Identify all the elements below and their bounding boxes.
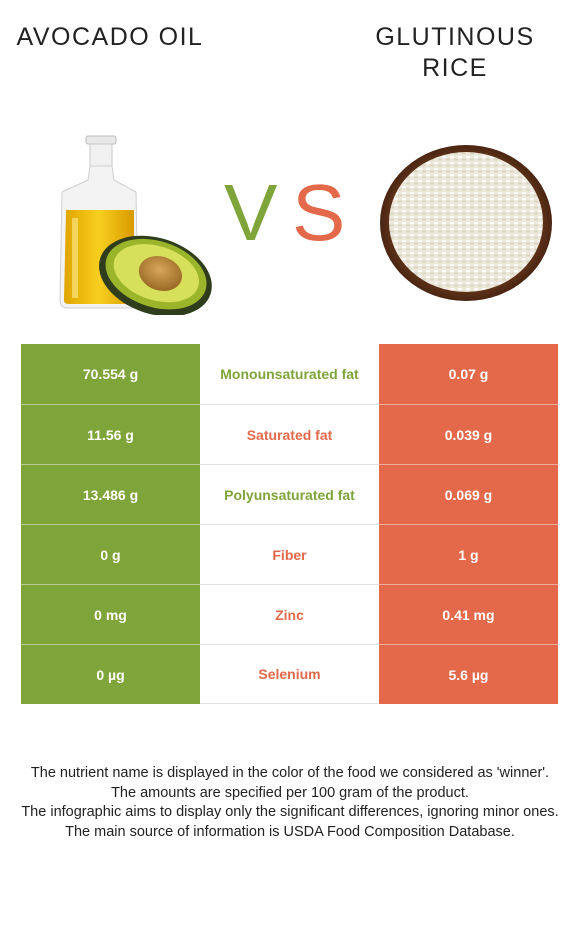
left-value: 13.486 g bbox=[21, 464, 200, 524]
left-value: 0 g bbox=[21, 524, 200, 584]
nutrient-name: Zinc bbox=[200, 584, 379, 644]
right-value: 0.07 g bbox=[379, 344, 558, 404]
footnote-source: The main source of information is USDA F… bbox=[65, 823, 515, 840]
avocado-oil-bottle-icon bbox=[50, 130, 240, 317]
table-row: 11.56 g Saturated fat 0.039 g bbox=[21, 404, 558, 464]
food-left-title: Avocado oil bbox=[16, 23, 204, 51]
footnote-block: The nutrient name is displayed in the co… bbox=[10, 764, 570, 842]
right-value: 0.41 mg bbox=[379, 584, 558, 644]
nutrient-name: Polyunsaturated fat bbox=[200, 464, 379, 524]
footnote-significant: The infographic aims to display only the… bbox=[21, 804, 559, 820]
right-value: 0.039 g bbox=[379, 404, 558, 464]
footnote-winner: The nutrient name is displayed in the co… bbox=[30, 765, 550, 781]
table-row: 70.554 g Monounsaturated fat 0.07 g bbox=[21, 344, 558, 404]
right-value: 0.069 g bbox=[379, 464, 558, 524]
nutrient-name: Fiber bbox=[200, 524, 379, 584]
left-value: 0 mg bbox=[21, 584, 200, 644]
rice-bowl-icon bbox=[378, 143, 554, 303]
nutrient-name: Monounsaturated fat bbox=[200, 344, 379, 404]
food-right-title: Glutinous rice bbox=[375, 23, 535, 82]
left-value: 70.554 g bbox=[21, 344, 200, 404]
right-value: 1 g bbox=[379, 524, 558, 584]
footnote-amounts: The amounts are specified per 100 gram o… bbox=[111, 784, 469, 801]
vs-letter-v: V bbox=[224, 168, 278, 257]
vs-letter-s: S bbox=[292, 168, 346, 257]
nutrient-name: Saturated fat bbox=[200, 404, 379, 464]
table-row: 0 µg Selenium 5.6 µg bbox=[21, 644, 558, 704]
table-row: 13.486 g Polyunsaturated fat 0.069 g bbox=[21, 464, 558, 524]
left-value: 0 µg bbox=[21, 644, 200, 704]
right-value: 5.6 µg bbox=[379, 644, 558, 704]
left-value: 11.56 g bbox=[21, 404, 200, 464]
nutrient-comparison-table: 70.554 g Monounsaturated fat 0.07 g 11.56 g… bbox=[21, 344, 558, 704]
table-row: 0 mg Zinc 0.41 mg bbox=[21, 584, 558, 644]
table-row: 0 g Fiber 1 g bbox=[21, 524, 558, 584]
nutrient-name: Selenium bbox=[200, 644, 379, 704]
